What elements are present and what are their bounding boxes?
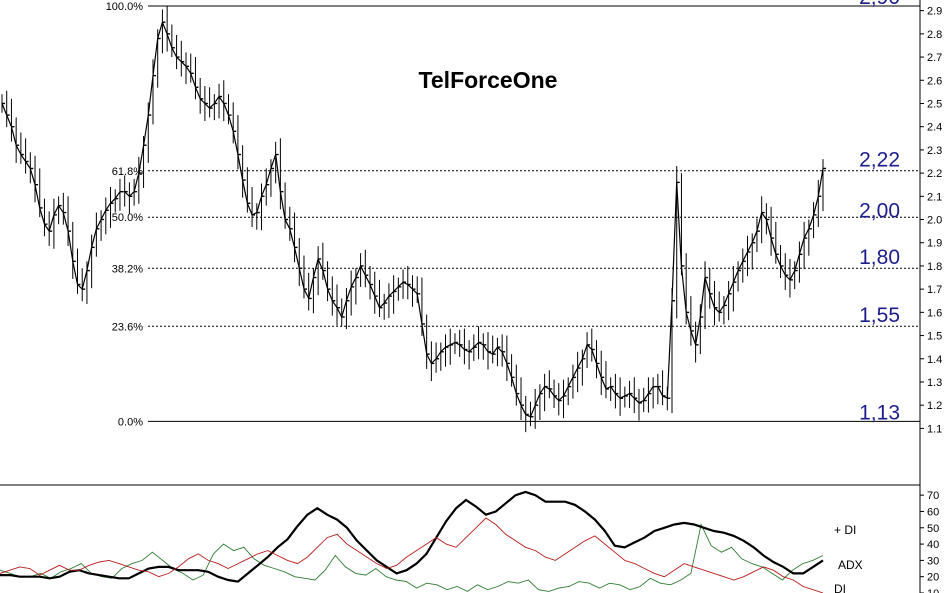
indicator-legend-label: DI [834,582,846,593]
indicator-legend-label: + DI [834,523,856,537]
price-tick-label: 1.2 [927,400,942,412]
price-tick-label: 2.2 [927,168,942,180]
indicator-panel: 70 60 50 40 30 20 10 + DI ADX DI [0,490,939,593]
price-tick-label: 2.1 [927,191,942,203]
indicator-series-di [0,523,824,592]
fibonacci-label: 50.0% [112,212,143,224]
indicator-tick-label: 60 [927,506,939,518]
price-tick-label: 1.8 [927,261,942,273]
price-level-label: 2,00 [859,200,900,223]
price-tick-label: 1.9 [927,238,942,250]
price-tick-label: 2.7 [927,52,942,64]
price-level-label: 1,13 [859,401,900,424]
price-level-label: 2,90 [859,0,900,9]
fibonacci-label: 23.6% [112,321,143,333]
price-tick-label: 1.1 [927,423,942,435]
price-tick-label: 1.6 [927,307,942,319]
fibonacci-label: 100.0% [106,1,144,13]
price-tick-label: 2.6 [927,75,942,87]
indicator-tick-label: 50 [927,523,939,535]
indicator-tick-label: 30 [927,555,939,567]
price-tick-label: 1.5 [927,331,942,343]
indicator-series-di [0,517,824,593]
price-tick-label: 2.3 [927,145,942,157]
price-tick-label: 2.9 [927,6,942,18]
indicator-tick-label: 40 [927,539,939,551]
indicator-tick-label: 70 [927,490,939,502]
price-tick-label: 2.0 [927,215,942,227]
indicator-tick-label: 10 [927,588,939,593]
price-level-label: 1,55 [859,304,900,327]
price-tick-label: 1.3 [927,377,942,389]
price-line [1,20,824,418]
price-tick-label: 2.4 [927,122,942,134]
price-level-label: 1,80 [859,246,900,269]
fibonacci-label: 38.2% [112,263,143,275]
indicator-legend-label: ADX [838,558,863,572]
price-level-label: 2,22 [859,148,900,171]
fibonacci-label: 61.8% [112,166,143,178]
fibonacci-label: 0.0% [118,416,143,428]
indicator-series-adx [0,490,824,583]
price-tick-label: 2.5 [927,98,942,110]
chart-title: TelForceOne [419,67,558,93]
indicator-tick-label: 20 [927,572,939,584]
price-tick-label: 1.7 [927,284,942,296]
price-tick-label: 2.8 [927,29,942,41]
price-tick-label: 1.4 [927,354,942,366]
